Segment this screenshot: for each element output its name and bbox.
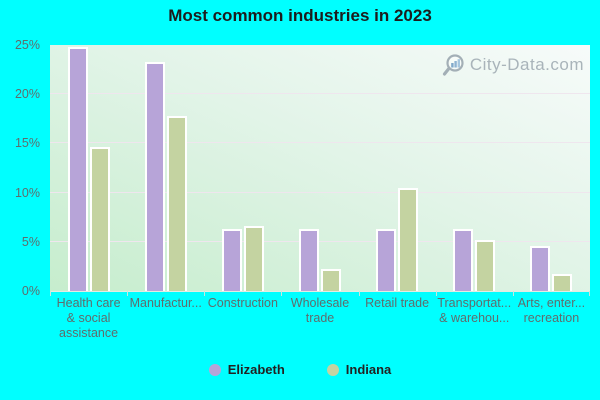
bar-indiana-5 — [475, 239, 496, 291]
axis-tick-5 — [435, 291, 437, 296]
bar-group-6 — [513, 45, 590, 291]
x-tick-label-line: Construction — [207, 296, 278, 310]
x-tick-label-line: Health care — [56, 296, 121, 310]
y-tick-label-0: 25% — [14, 38, 40, 52]
legend-dot-elizabeth — [208, 363, 221, 376]
bar-group-2 — [204, 45, 281, 291]
x-tick-label-line: & social — [66, 311, 111, 325]
x-tick-label-5: Transportat... & warehou... — [436, 296, 513, 341]
x-tick-label-2: Construction — [204, 296, 281, 341]
x-tick-label-line: assistance — [59, 326, 119, 340]
gridline-15 — [50, 142, 590, 144]
x-tick-label-line: Wholesale — [290, 296, 350, 310]
axis-tick-6 — [512, 291, 514, 296]
bar-elizabeth-2 — [221, 229, 242, 291]
y-tick-label-5: 0% — [21, 284, 40, 298]
bar-elizabeth-0 — [67, 46, 88, 291]
bar-indiana-0 — [89, 147, 110, 291]
axis-tick-0 — [50, 291, 51, 296]
axis-tick-2 — [204, 291, 206, 296]
x-tick-label-0: Health care & social assistance — [50, 296, 127, 341]
x-tick-label-1: Manufactur... — [127, 296, 204, 341]
bar-group-4 — [359, 45, 436, 291]
x-tick-label-line: trade — [305, 311, 335, 325]
bar-elizabeth-4 — [376, 229, 397, 291]
y-tick-label-2: 15% — [14, 136, 40, 151]
y-axis-labels: 25% 20% 15% 10% 5% 0% — [0, 38, 44, 298]
bar-indiana-2 — [243, 226, 264, 291]
x-tick-label-line: recreation — [523, 311, 580, 325]
legend: Elizabeth Indiana — [0, 362, 600, 377]
gridline-5 — [50, 240, 590, 242]
watermark: City-Data.com — [442, 53, 584, 77]
bar-elizabeth-6 — [530, 245, 551, 291]
y-tick-label-3: 10% — [14, 185, 40, 200]
bar-indiana-3 — [320, 269, 341, 291]
bar-elizabeth-5 — [453, 229, 474, 291]
plot-area: City-Data.com — [50, 45, 590, 292]
x-tick-label-line: Arts, enter... — [517, 296, 586, 310]
axis-tick-7 — [589, 291, 590, 296]
legend-item-elizabeth: Elizabeth — [208, 362, 285, 377]
bar-indiana-6 — [552, 274, 573, 291]
bar-group-1 — [127, 45, 204, 291]
y-tick-label-1: 20% — [14, 87, 40, 102]
city-data-logo-icon — [442, 53, 466, 77]
legend-label-indiana: Indiana — [345, 362, 392, 377]
x-tick-label-4: Retail trade — [359, 296, 436, 341]
legend-label-elizabeth: Elizabeth — [227, 362, 285, 377]
axis-tick-1 — [127, 291, 129, 296]
x-tick-label-3: Wholesale trade — [281, 296, 358, 341]
x-tick-label-line: Retail trade — [365, 296, 430, 310]
axis-tick-3 — [281, 291, 283, 296]
bar-group-3 — [281, 45, 358, 291]
axis-tick-4 — [358, 291, 360, 296]
x-tick-label-6: Arts, enter... recreation — [513, 296, 590, 341]
legend-dot-indiana — [326, 363, 339, 376]
y-tick-label-4: 5% — [21, 234, 40, 249]
gridline-10 — [50, 191, 590, 193]
bar-elizabeth-3 — [298, 229, 319, 291]
bar-group-5 — [436, 45, 513, 291]
chart-title: Most common industries in 2023 — [168, 6, 432, 25]
watermark-text: City-Data.com — [469, 55, 584, 74]
x-tick-label-line: Transportat... — [437, 296, 512, 310]
legend-item-indiana: Indiana — [326, 362, 392, 377]
bar-groups — [50, 45, 590, 291]
bar-indiana-4 — [398, 187, 419, 291]
x-tick-label-line: & warehou... — [439, 311, 510, 325]
x-axis-labels: Health care & social assistance Manufactur.… — [50, 296, 590, 341]
x-tick-label-line: Manufactur... — [129, 296, 202, 310]
axis-ticks — [50, 291, 590, 296]
bar-elizabeth-1 — [144, 61, 165, 291]
bar-group-0 — [50, 45, 127, 291]
bar-indiana-1 — [166, 115, 187, 291]
gridline-20 — [50, 93, 590, 95]
